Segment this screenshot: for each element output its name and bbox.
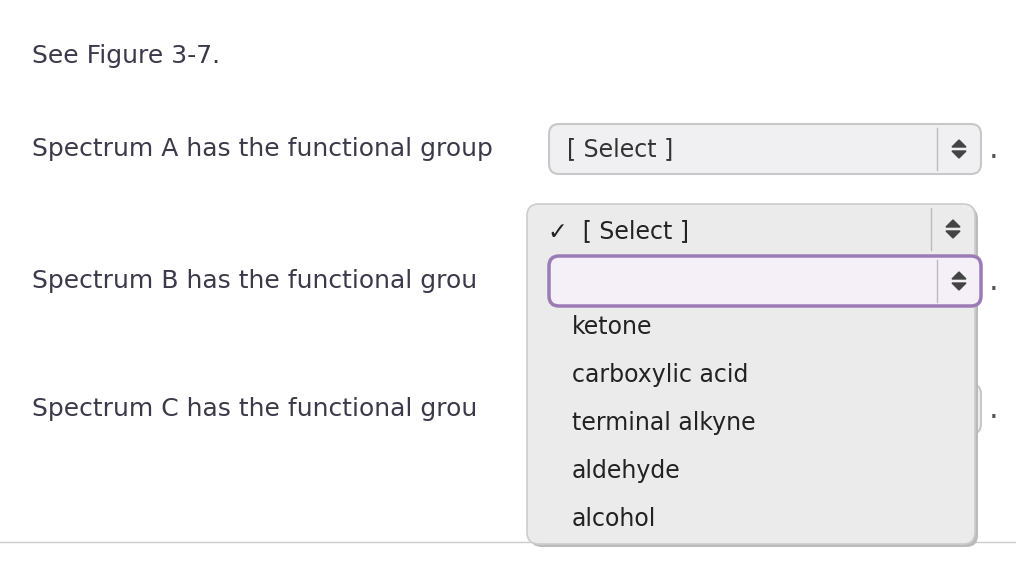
Polygon shape <box>952 400 966 407</box>
Polygon shape <box>952 151 966 158</box>
Polygon shape <box>952 272 966 279</box>
FancyBboxPatch shape <box>549 256 981 306</box>
Text: .: . <box>989 394 999 424</box>
Polygon shape <box>946 231 960 238</box>
FancyBboxPatch shape <box>530 207 978 547</box>
Text: [ Select ]: [ Select ] <box>567 137 674 161</box>
Text: See Figure 3-7.: See Figure 3-7. <box>31 44 220 68</box>
Polygon shape <box>952 140 966 147</box>
Text: alkene: alkene <box>572 267 650 291</box>
Text: .: . <box>989 134 999 164</box>
Text: ✓  [ Select ]: ✓ [ Select ] <box>548 219 689 243</box>
Polygon shape <box>946 220 960 227</box>
Polygon shape <box>952 411 966 418</box>
FancyBboxPatch shape <box>527 204 975 544</box>
FancyBboxPatch shape <box>549 384 981 434</box>
Text: alcohol: alcohol <box>572 507 656 531</box>
Text: terminal alkyne: terminal alkyne <box>572 411 756 435</box>
Text: Spectrum C has the functional grou: Spectrum C has the functional grou <box>31 397 478 421</box>
Text: Spectrum A has the functional group: Spectrum A has the functional group <box>31 137 493 161</box>
Text: .: . <box>989 267 999 296</box>
Text: ketone: ketone <box>572 315 652 339</box>
Text: aldehyde: aldehyde <box>572 459 681 483</box>
Text: Spectrum B has the functional grou: Spectrum B has the functional grou <box>31 269 478 293</box>
FancyBboxPatch shape <box>549 124 981 174</box>
Text: carboxylic acid: carboxylic acid <box>572 363 749 387</box>
Polygon shape <box>952 283 966 290</box>
